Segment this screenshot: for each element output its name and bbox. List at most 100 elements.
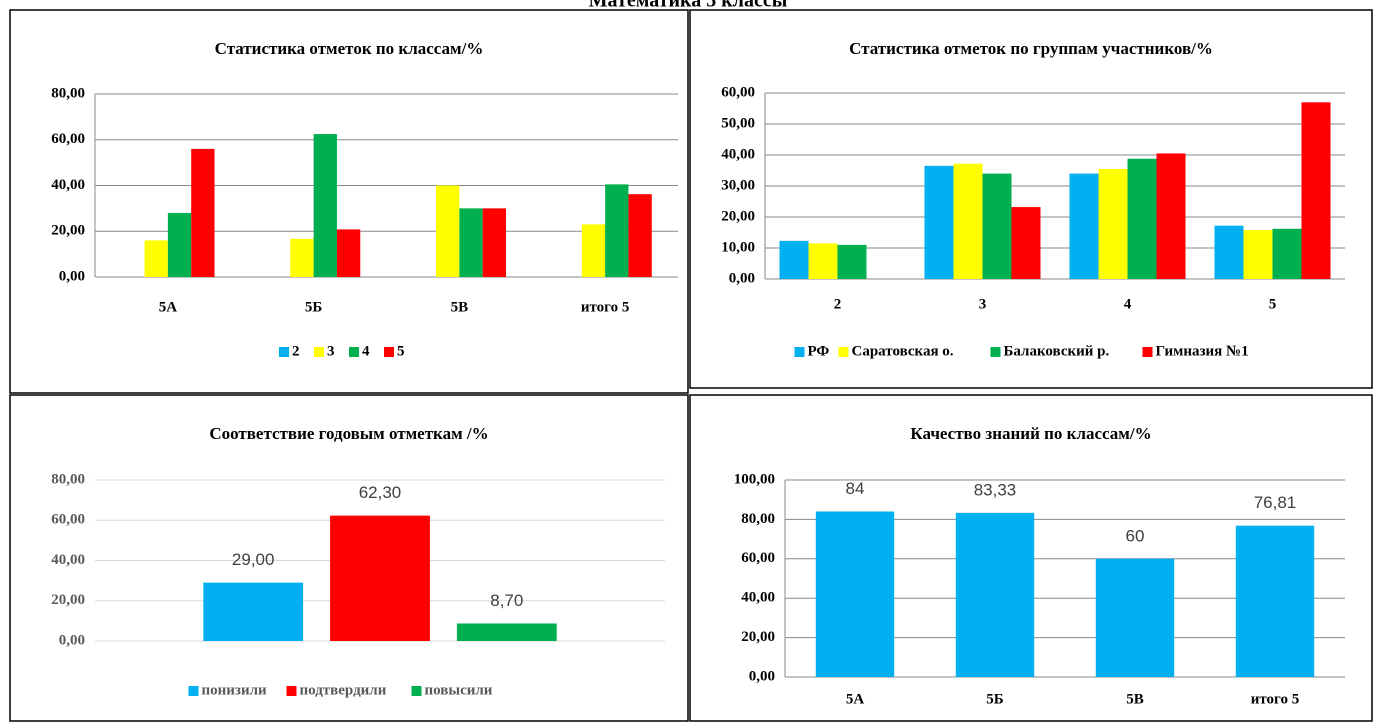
bar <box>144 240 168 277</box>
y-tick-label: 0,00 <box>749 668 775 684</box>
x-tick-label: 5А <box>846 691 865 707</box>
y-tick-label: 40,00 <box>51 552 85 568</box>
x-tick-label: 5Б <box>986 691 1004 707</box>
legend-label: 3 <box>327 343 335 359</box>
value-label: 62,30 <box>359 483 402 502</box>
bar <box>459 208 483 277</box>
bar <box>482 208 507 277</box>
legend-swatch <box>990 347 1001 357</box>
bar <box>336 229 361 277</box>
value-label: 8,70 <box>490 591 523 610</box>
y-tick-label: 80,00 <box>51 471 85 487</box>
legend-label: Саратовская о. <box>852 343 954 359</box>
legend-swatch <box>279 347 289 357</box>
bar <box>581 224 606 277</box>
value-label: 60 <box>1126 526 1145 545</box>
value-label: 83,33 <box>974 480 1017 499</box>
value-label: 84 <box>846 479 865 498</box>
panel <box>9 394 689 722</box>
bar <box>955 512 1035 677</box>
y-tick-label: 20,00 <box>721 208 755 224</box>
bar <box>1301 102 1331 279</box>
legend-swatch <box>1142 347 1153 357</box>
y-tick-label: 60,00 <box>51 512 85 528</box>
y-tick-label: 80,00 <box>741 511 775 527</box>
y-tick-label: 60,00 <box>721 84 755 100</box>
chart-title: Статистика отметок по классам/% <box>215 39 484 58</box>
bar <box>1127 158 1157 279</box>
panel <box>9 9 689 394</box>
legend-swatch <box>314 347 324 357</box>
x-tick-label: 5В <box>451 299 469 315</box>
chart-title: Статистика отметок по группам участников… <box>849 39 1213 58</box>
legend-swatch <box>838 347 849 357</box>
x-tick-label: итого 5 <box>1251 691 1300 707</box>
legend-label: Балаковский р. <box>1004 343 1110 359</box>
bar <box>330 515 430 641</box>
bar <box>1214 225 1244 279</box>
bar <box>1095 558 1175 677</box>
bar <box>436 185 460 277</box>
legend-label: 4 <box>362 343 370 359</box>
chart-title: Качество знаний по классам/% <box>910 424 1151 443</box>
bar <box>1098 168 1128 279</box>
y-tick-label: 30,00 <box>721 177 755 193</box>
page-title: Математика 5 классы <box>589 0 788 12</box>
y-tick-label: 20,00 <box>741 629 775 645</box>
bar <box>779 240 809 279</box>
bar <box>1156 153 1186 279</box>
x-tick-label: 5 <box>1269 296 1277 312</box>
legend-swatch <box>349 347 359 357</box>
y-tick-label: 0,00 <box>59 268 85 284</box>
y-tick-label: 20,00 <box>51 223 85 239</box>
bar <box>290 238 314 277</box>
x-tick-label: 5В <box>1126 691 1144 707</box>
legend-swatch <box>794 347 805 357</box>
bar <box>982 173 1012 279</box>
bar <box>313 134 337 277</box>
y-tick-label: 0,00 <box>59 632 85 648</box>
bar <box>953 163 983 279</box>
bar <box>808 243 838 279</box>
legend-label: понизили <box>202 682 268 698</box>
y-tick-label: 40,00 <box>51 177 85 193</box>
bar <box>605 184 629 277</box>
y-tick-label: 40,00 <box>721 146 755 162</box>
legend-swatch <box>384 347 394 357</box>
bar <box>628 194 652 277</box>
bar <box>456 623 557 641</box>
bar <box>1243 230 1273 279</box>
panel <box>689 394 1373 722</box>
y-tick-label: 60,00 <box>741 550 775 566</box>
legend-label: повысили <box>425 682 493 698</box>
bar <box>1235 525 1315 677</box>
x-tick-label: итого 5 <box>581 299 630 315</box>
bar <box>815 511 895 677</box>
bar <box>203 582 304 641</box>
legend-swatch <box>411 686 422 696</box>
legend-swatch <box>286 686 297 696</box>
value-label: 29,00 <box>232 550 275 569</box>
legend-label: РФ <box>808 343 830 359</box>
y-tick-label: 100,00 <box>734 471 775 487</box>
x-tick-label: 5Б <box>305 299 323 315</box>
y-tick-label: 0,00 <box>729 270 755 286</box>
y-tick-label: 60,00 <box>51 131 85 147</box>
y-tick-label: 20,00 <box>51 592 85 608</box>
y-tick-label: 80,00 <box>51 85 85 101</box>
bar <box>1069 173 1099 279</box>
value-label: 76,81 <box>1254 493 1297 512</box>
y-tick-label: 50,00 <box>721 115 755 131</box>
x-tick-label: 2 <box>834 296 842 312</box>
x-tick-label: 3 <box>979 296 987 312</box>
x-tick-label: 4 <box>1124 296 1132 312</box>
bar <box>167 212 192 277</box>
legend-label: подтвердили <box>300 682 387 698</box>
bar <box>191 148 215 277</box>
legend-label: 5 <box>397 343 405 359</box>
legend-label: Гимназия №1 <box>1156 343 1249 359</box>
bar <box>1272 228 1302 279</box>
legend-swatch <box>188 686 199 696</box>
bar <box>924 165 954 279</box>
